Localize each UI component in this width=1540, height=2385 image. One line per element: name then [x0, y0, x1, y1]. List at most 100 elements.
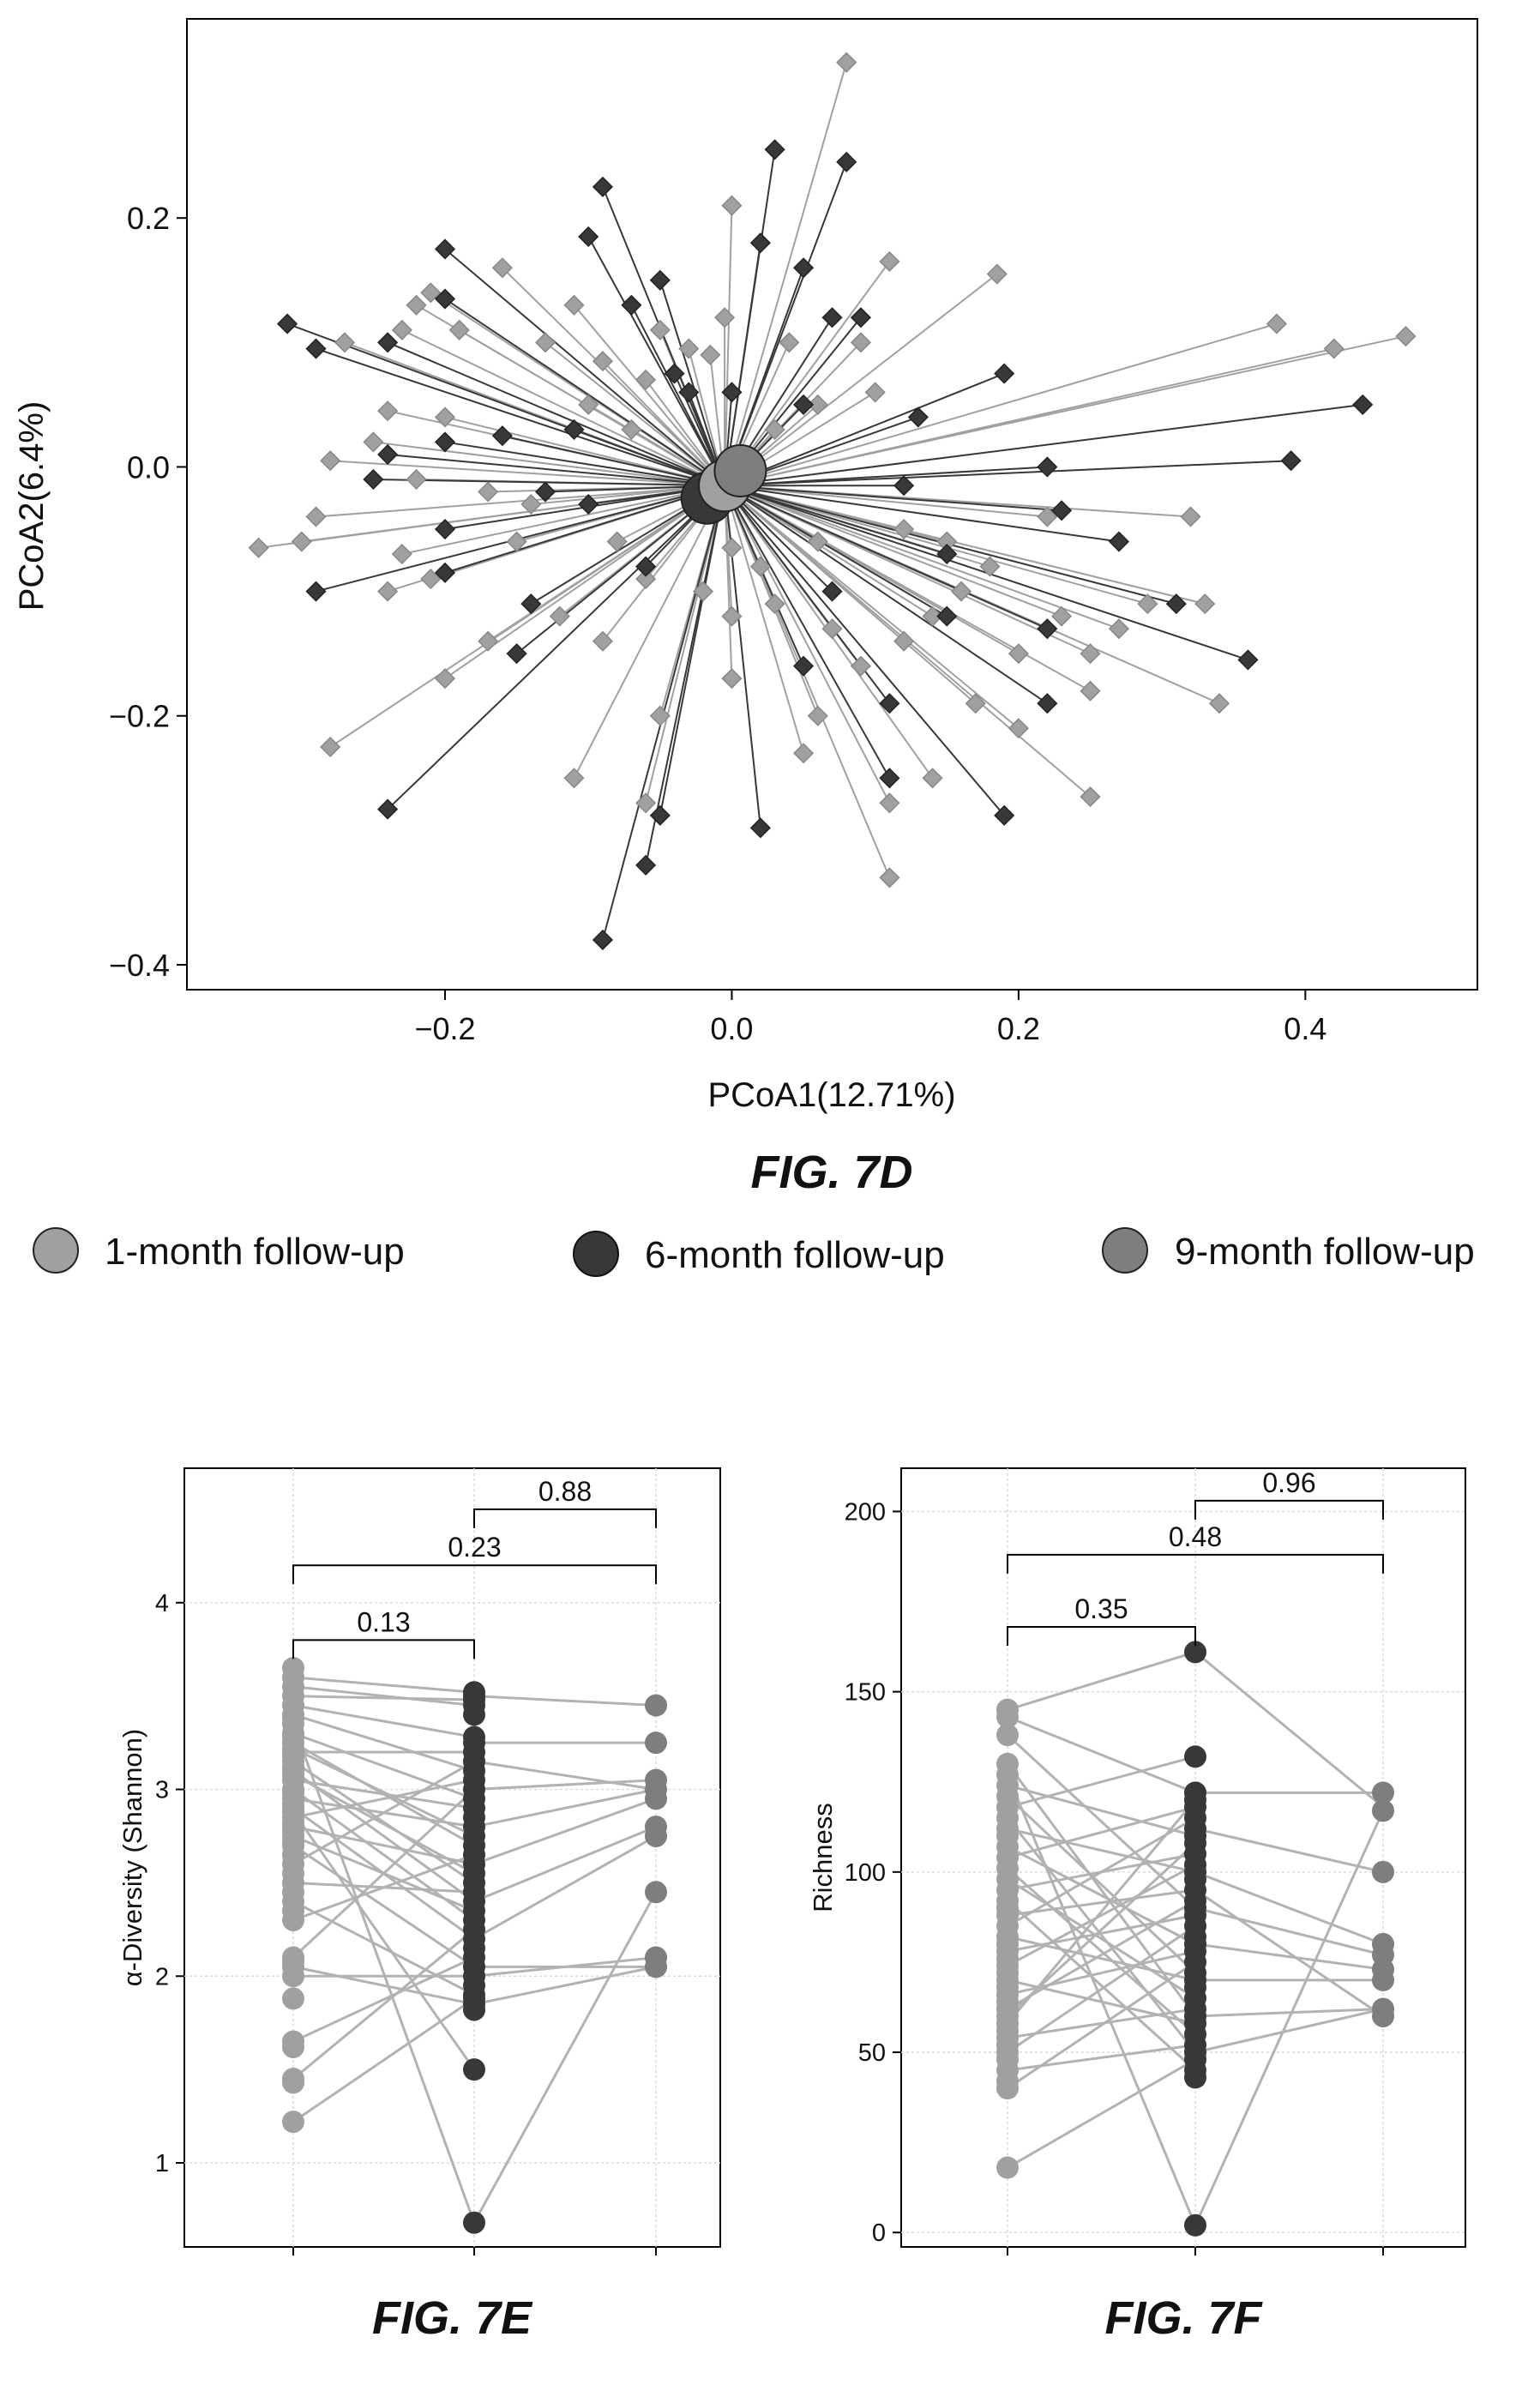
pcoa-sample-point	[377, 798, 399, 820]
richness-y-tick-label: 150	[845, 1679, 886, 1707]
pcoa-sample-point	[714, 307, 736, 328]
pcoa-sample-point	[986, 263, 1008, 285]
pcoa-spoke	[724, 273, 998, 487]
figure-label-7f: FIG. 7F	[1104, 2292, 1263, 2344]
pcoa-sample-point	[578, 394, 599, 415]
pcoa-sample-point	[764, 419, 785, 440]
shannon-y-tick-label: 1	[155, 2150, 169, 2177]
pcoa-sample-point	[836, 51, 857, 73]
richness-p-value: 0.35	[1074, 1593, 1128, 1624]
pcoa-sample-point	[334, 332, 356, 353]
richness-point	[1372, 1781, 1394, 1804]
legend-label-9-month: 9-month follow-up	[1175, 1231, 1475, 1273]
pcoa-spoke	[387, 485, 725, 810]
pcoa-sample-point	[807, 394, 828, 415]
pcoa-spoke	[724, 322, 1278, 487]
pcoa-spoke	[444, 298, 725, 487]
pcoa-centroid	[713, 443, 767, 497]
richness-bracket	[1007, 1553, 1384, 1574]
pcoa-sample-point	[821, 307, 843, 328]
shannon-paired-lines	[292, 1676, 658, 2224]
richness-point	[1372, 1799, 1394, 1822]
pcoa-spoke	[329, 485, 725, 748]
pcoa-sample-point	[248, 537, 269, 558]
pcoa-sample-point	[1266, 313, 1287, 334]
pcoa-sample-point	[1050, 500, 1073, 521]
pcoa-sample-point	[635, 792, 657, 814]
pcoa-sample-point	[749, 232, 771, 254]
pcoa-sample-point	[377, 581, 399, 602]
pcoa-spoke	[630, 304, 725, 486]
pcoa-sample-point	[1050, 605, 1073, 627]
richness-point	[1184, 2066, 1206, 2089]
pcoa-sample-point	[678, 382, 700, 403]
pcoa-sample-point	[879, 250, 900, 273]
pcoa-sample-point	[563, 294, 585, 316]
shannon-point	[282, 2071, 304, 2094]
pcoa-sample-point	[821, 618, 843, 640]
richness-point	[1372, 1968, 1394, 1991]
shannon-point	[645, 1787, 667, 1810]
pcoa-spoke	[724, 243, 761, 486]
pcoa-sample-point	[420, 282, 442, 304]
pcoa-plot: −0.2 0.0 0.2 0.4 −0.4 −0.2 0.0 0.2 PCoA1(12.71%…	[13, 18, 1478, 1198]
shannon-y-tick-label: 3	[155, 1777, 169, 1804]
pcoa-spoke	[724, 485, 1020, 730]
pcoa-sample-point	[649, 705, 671, 726]
pcoa-spoke	[444, 485, 725, 574]
pcoa-sample-point	[1008, 718, 1029, 739]
shannon-paired-line	[292, 1713, 475, 1773]
pcoa-sample-point	[994, 363, 1015, 384]
figure-label-7e: FIG. 7E	[372, 2292, 533, 2344]
richness-paired-line	[1007, 1877, 1196, 2000]
richness-paired-line	[1194, 2008, 1384, 2018]
pcoa-spoke	[444, 416, 725, 487]
shannon-paired-line	[292, 1676, 475, 1694]
richness-paired-line	[1006, 1795, 1197, 1974]
pcoa-spoke	[602, 360, 725, 486]
shannon-paired-line	[292, 1900, 475, 1997]
pcoa-spoke	[401, 328, 725, 487]
richness-comparison-brackets: 0.35 0.48 0.96	[1007, 1467, 1384, 1646]
pcoa-sample-point	[649, 804, 671, 826]
pcoa-sample-point	[549, 605, 570, 627]
pcoa-sample-point	[1037, 618, 1058, 640]
richness-paired-line	[1194, 1827, 1384, 1874]
pcoa-sample-point	[377, 401, 399, 422]
richness-paired-line	[1006, 1774, 1197, 2226]
pcoa-sample-point	[922, 605, 943, 627]
pcoa-spoke	[316, 485, 725, 518]
pcoa-sample-point	[434, 407, 456, 428]
richness-paired-line	[1007, 1913, 1196, 1953]
pcoa-spoke	[373, 478, 725, 487]
pcoa-spoke	[724, 485, 947, 617]
richness-paired-line	[1007, 2058, 1196, 2169]
pcoa-spoke	[724, 62, 848, 486]
pcoa-sample-point	[478, 630, 499, 652]
pcoa-spoke	[373, 441, 725, 487]
pcoa-sample-point	[563, 768, 585, 789]
shannon-comparison-brackets: 0.13 0.23 0.88	[292, 1476, 657, 1659]
shannon-paired-line	[292, 1779, 475, 1819]
pcoa-sample-point	[534, 481, 556, 503]
shannon-paired-line	[473, 1834, 657, 1941]
shannon-point	[463, 2211, 485, 2234]
shannon-paired-line	[292, 1695, 475, 1701]
pcoa-sample-point	[879, 867, 900, 888]
shannon-point	[463, 1703, 485, 1726]
pcoa-sample-point	[700, 344, 721, 365]
legend-label-1-month: 1-month follow-up	[105, 1231, 405, 1273]
pcoa-sample-point	[391, 543, 412, 565]
pcoa-spoke	[724, 485, 1120, 543]
pcoa-spoke	[645, 485, 726, 866]
shannon-point	[282, 2111, 304, 2134]
pcoa-sample-point	[936, 543, 958, 565]
pcoa-sample-point	[792, 743, 815, 764]
shannon-paired-line	[292, 1723, 476, 2224]
pcoa-sample-point	[678, 338, 700, 359]
pcoa-spoke	[724, 485, 1048, 630]
richness-point	[996, 1724, 1019, 1747]
shannon-paired-line	[292, 1997, 475, 2123]
richness-grid	[901, 1468, 1465, 2247]
richness-point	[996, 2077, 1019, 2100]
